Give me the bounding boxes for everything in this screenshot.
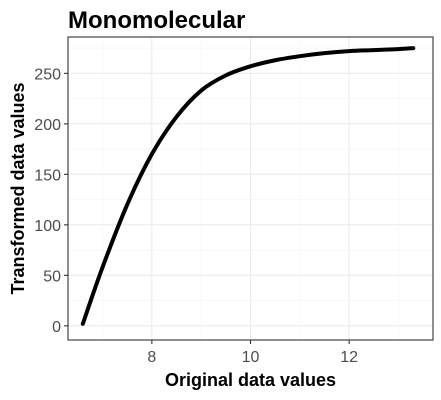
y-tick-label: 0 (52, 319, 61, 336)
y-tick-label: 250 (34, 66, 61, 83)
x-tick-label: 12 (340, 349, 358, 366)
chart-title: Monomolecular (68, 7, 245, 34)
x-tick-label: 10 (242, 349, 260, 366)
y-tick-label: 200 (34, 117, 61, 134)
y-tick-label: 150 (34, 167, 61, 184)
series-line (80, 46, 416, 326)
x-axis: 8 10 12 (147, 340, 358, 366)
major-gridlines (68, 37, 433, 340)
x-tick-label: 8 (147, 349, 156, 366)
y-tick-label: 50 (43, 268, 61, 285)
y-tick-label: 100 (34, 218, 61, 235)
series-group (80, 46, 416, 326)
x-axis-title: Original data values (165, 370, 336, 390)
y-axis: 0 50 100 150 200 250 (34, 66, 68, 336)
plot-panel (67, 36, 434, 341)
y-axis-title: Transformed data values (8, 82, 28, 294)
